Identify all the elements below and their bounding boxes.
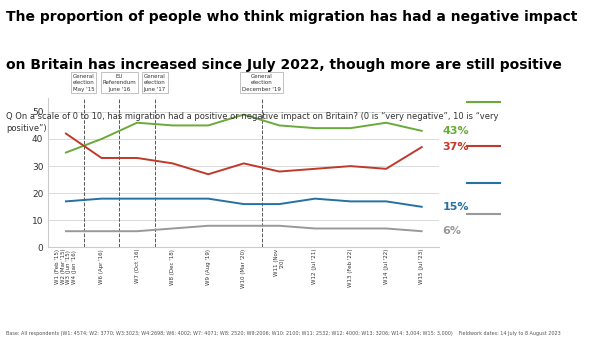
Text: Positive (6-10): Positive (6-10) bbox=[503, 97, 563, 106]
Text: Negative (0-4): Negative (0-4) bbox=[503, 141, 563, 150]
Text: The proportion of people who think migration has had a negative impact: The proportion of people who think migra… bbox=[6, 10, 577, 24]
Text: General
election
December '19: General election December '19 bbox=[242, 74, 281, 92]
Text: on Britain has increased since July 2022, though more are still positive: on Britain has increased since July 2022… bbox=[6, 58, 562, 72]
Text: Q On a scale of 0 to 10, has migration had a positive or negative impact on Brit: Q On a scale of 0 to 10, has migration h… bbox=[6, 112, 498, 133]
Text: 37%: 37% bbox=[442, 142, 469, 152]
Text: General
election
May '15: General election May '15 bbox=[73, 74, 95, 92]
Text: Don't know: Don't know bbox=[503, 209, 550, 218]
Text: EU
Referendum
June '16: EU Referendum June '16 bbox=[102, 74, 136, 92]
Text: Base: All respondents (W1: 4574; W2: 3770; W3:3023; W4:2698; W6: 4002; W7: 4071;: Base: All respondents (W1: 4574; W2: 377… bbox=[6, 331, 561, 336]
Text: 43%: 43% bbox=[442, 126, 469, 136]
Text: 15%: 15% bbox=[442, 202, 469, 212]
Text: Neutral (5): Neutral (5) bbox=[503, 179, 548, 187]
Text: General
election
June '17: General election June '17 bbox=[144, 74, 166, 92]
Text: 6%: 6% bbox=[442, 226, 462, 236]
